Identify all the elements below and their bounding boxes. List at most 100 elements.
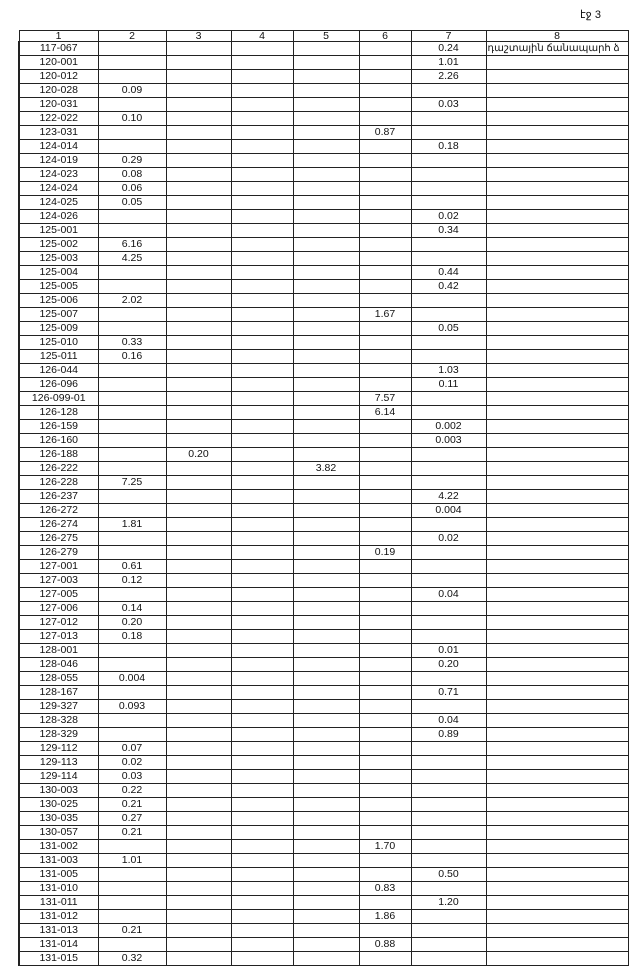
value-cell-col-2: 0.18 [97,629,167,644]
value-cell-col-3 [165,629,232,644]
value-cell-col-3 [165,419,232,434]
parcel-code-cell: 124-014 [18,139,99,154]
value-cell-col-4 [230,811,294,826]
table-row: 131-002 1.70 [18,839,629,854]
value-cell-col-4 [230,265,294,280]
value-cell-col-5 [292,335,360,350]
value-cell-col-5 [292,545,360,560]
value-cell-col-5 [292,321,360,336]
value-cell-col-3 [165,923,232,938]
value-cell-col-2 [97,41,167,56]
value-cell-col-8 [485,825,629,840]
value-cell-col-5 [292,923,360,938]
parcel-code-cell: 128-329 [18,727,99,742]
value-cell-col-8 [485,97,629,112]
table-row: 125-006 2.02 [18,293,629,308]
value-cell-col-4 [230,643,294,658]
value-cell-col-3 [165,643,232,658]
value-cell-col-6: 6.14 [358,405,412,420]
value-cell-col-4 [230,167,294,182]
value-cell-col-5 [292,181,360,196]
value-cell-col-4 [230,755,294,770]
value-cell-col-5 [292,895,360,910]
value-cell-col-8 [485,895,629,910]
value-cell-col-5 [292,377,360,392]
value-cell-col-6 [358,447,412,462]
table-row: 120-001 1.01 [18,55,629,70]
value-cell-col-4 [230,741,294,756]
value-cell-col-7: 0.004 [410,503,487,518]
value-cell-col-4 [230,867,294,882]
column-header-2: 2 [97,30,167,42]
value-cell-col-3 [165,223,232,238]
value-cell-col-3 [165,181,232,196]
value-cell-col-5 [292,153,360,168]
value-cell-col-8 [485,503,629,518]
table-row: 130-035 0.27 [18,811,629,826]
column-header-7: 7 [410,30,487,42]
table-row: 130-057 0.21 [18,825,629,840]
value-cell-col-8 [485,167,629,182]
table-row: 125-004 0.44 [18,265,629,280]
value-cell-col-5 [292,587,360,602]
value-cell-col-3 [165,573,232,588]
value-cell-col-5 [292,769,360,784]
table-row: 124-024 0.06 [18,181,629,196]
value-cell-col-6 [358,433,412,448]
value-cell-col-7 [410,783,487,798]
value-cell-col-5 [292,657,360,672]
value-cell-col-3 [165,139,232,154]
value-cell-col-7 [410,573,487,588]
value-cell-col-8 [485,923,629,938]
value-cell-col-3 [165,783,232,798]
value-cell-col-8 [485,699,629,714]
parcel-code-cell: 126-274 [18,517,99,532]
value-cell-col-8 [485,685,629,700]
value-cell-col-2 [97,321,167,336]
value-cell-col-6 [358,335,412,350]
value-cell-col-5 [292,475,360,490]
value-cell-col-2 [97,895,167,910]
value-cell-col-8 [485,223,629,238]
value-cell-col-6 [358,41,412,56]
value-cell-col-6 [358,181,412,196]
value-cell-col-7: 0.89 [410,727,487,742]
parcel-code-cell: 125-010 [18,335,99,350]
value-cell-col-2: 0.29 [97,153,167,168]
parcel-code-cell: 131-014 [18,937,99,952]
value-cell-col-7: 0.002 [410,419,487,434]
value-cell-col-7 [410,181,487,196]
value-cell-col-7 [410,251,487,266]
value-cell-col-8 [485,517,629,532]
value-cell-col-3 [165,853,232,868]
value-cell-col-5 [292,265,360,280]
value-cell-col-7: 0.20 [410,657,487,672]
table-row: 131-010 0.83 [18,881,629,896]
value-cell-col-3 [165,377,232,392]
value-cell-col-3: 0.20 [165,447,232,462]
value-cell-col-8 [485,153,629,168]
table-row: 120-031 0.03 [18,97,629,112]
value-cell-col-5 [292,55,360,70]
value-cell-col-3 [165,433,232,448]
value-cell-col-7: 0.44 [410,265,487,280]
value-cell-col-2 [97,461,167,476]
value-cell-col-7: 0.34 [410,223,487,238]
value-cell-col-4 [230,237,294,252]
value-cell-col-7: 1.01 [410,55,487,70]
value-cell-col-7: 0.50 [410,867,487,882]
value-cell-col-2: 2.02 [97,293,167,308]
value-cell-col-7: 4.22 [410,489,487,504]
value-cell-col-3 [165,83,232,98]
value-cell-col-8 [485,601,629,616]
value-cell-col-4 [230,951,294,966]
value-cell-col-6 [358,615,412,630]
value-cell-col-8 [485,629,629,644]
value-cell-col-3 [165,461,232,476]
parcel-code-cell: 126-279 [18,545,99,560]
value-cell-col-4 [230,321,294,336]
value-cell-col-4 [230,405,294,420]
value-cell-col-8 [485,363,629,378]
parcel-code-cell: 124-023 [18,167,99,182]
value-cell-col-6: 0.88 [358,937,412,952]
